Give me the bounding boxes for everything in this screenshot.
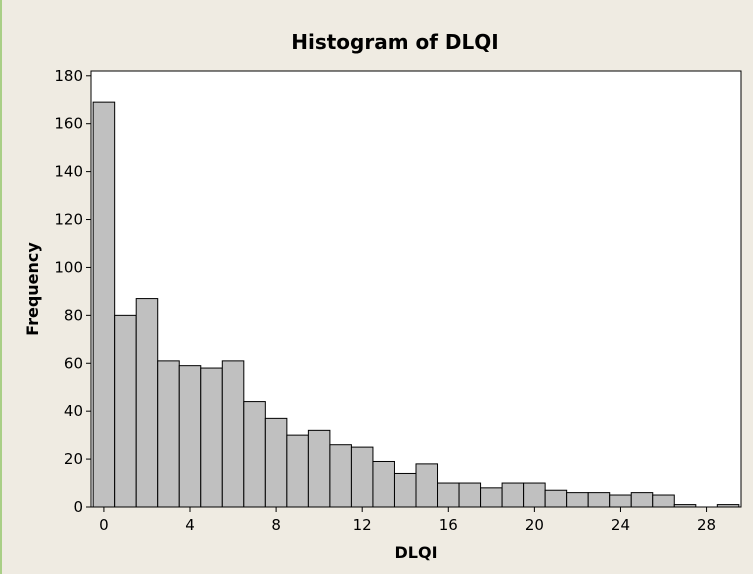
- y-tick-label: 20: [64, 450, 83, 468]
- histogram-bar: [652, 494, 675, 508]
- x-tick-label: 12: [353, 516, 372, 534]
- x-tick-label: 28: [697, 516, 716, 534]
- x-tick-label: 0: [99, 516, 109, 534]
- x-axis-label: DLQI: [394, 543, 437, 562]
- histogram-bar: [480, 487, 503, 508]
- y-tick-label: 140: [54, 163, 83, 181]
- y-tick-label: 40: [64, 402, 83, 420]
- histogram-bar: [587, 492, 611, 508]
- histogram-bar: [157, 360, 180, 508]
- histogram-bar: [264, 417, 288, 508]
- histogram-bar: [372, 460, 395, 508]
- histogram-bar: [200, 367, 223, 508]
- x-tick-label: 8: [271, 516, 281, 534]
- histogram-bar: [114, 314, 137, 508]
- histogram-bar: [566, 492, 589, 508]
- histogram-bar: [178, 365, 202, 508]
- y-tick-label: 80: [64, 306, 83, 324]
- y-tick-label: 100: [54, 258, 83, 276]
- axes-group: 0 20 40 60 80 100 120 140 160 180 0 4 8 12 16 20 24 28: [54, 67, 742, 534]
- y-tick-label: 180: [54, 67, 83, 85]
- histogram-bar: [243, 401, 266, 508]
- y-axis-label: Frequency: [23, 242, 42, 336]
- histogram-bar: [630, 492, 654, 508]
- histogram-bar: [544, 489, 568, 508]
- histogram-bar: [286, 434, 309, 508]
- histogram-bar: [437, 482, 460, 508]
- x-tick-label: 4: [185, 516, 195, 534]
- histogram-bar: [329, 444, 352, 508]
- x-tick-label: 20: [525, 516, 544, 534]
- histogram-bar: [609, 494, 632, 508]
- histogram-bar: [501, 482, 525, 508]
- y-tick-label: 160: [54, 115, 83, 133]
- chart-title: Histogram of DLQI: [291, 30, 498, 54]
- x-tick-label: 16: [439, 516, 458, 534]
- histogram-bar: [307, 429, 331, 508]
- histogram-bar: [393, 472, 417, 508]
- histogram-bar: [92, 101, 116, 508]
- histogram-bar: [458, 482, 482, 508]
- y-tick-label: 0: [73, 498, 83, 516]
- y-tick-label: 60: [64, 354, 83, 372]
- histogram-bar: [415, 463, 439, 508]
- x-tick-label: 24: [611, 516, 630, 534]
- histogram-bar: [523, 482, 546, 508]
- histogram-bar: [135, 298, 159, 508]
- histogram-bar: [221, 360, 245, 508]
- y-tick-label: 120: [54, 211, 83, 229]
- bars-group: [92, 101, 740, 508]
- histogram-bar: [350, 446, 374, 508]
- plot-frame: [90, 70, 742, 508]
